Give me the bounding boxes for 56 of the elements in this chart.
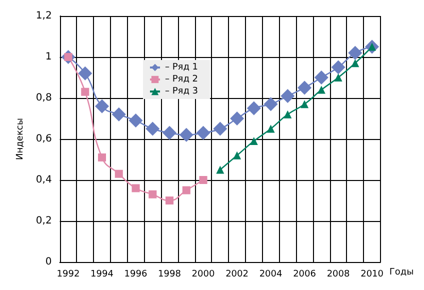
point [250,137,258,146]
point [280,88,295,103]
point [230,112,244,126]
y-tick-label: 0,8 [36,92,52,104]
point [334,74,342,82]
x-tick-label: 2010 [360,270,384,280]
point [300,100,309,108]
point [148,190,157,198]
point [348,46,362,60]
legend-label: – Ряд 2 [165,74,198,84]
point [298,80,312,95]
x-tick-label: 2000 [192,270,215,280]
point [264,97,278,112]
x-tick-label: 1992 [56,270,80,280]
point [112,107,126,122]
x-tick-label: 1994 [90,270,114,280]
y-tick-label: 0,2 [36,216,52,226]
point [196,126,210,140]
legend-label: – Ряд 1 [165,62,198,72]
point [128,114,143,128]
point [132,184,140,192]
point [284,110,292,118]
y-tick-label: 1,2 [36,10,52,22]
legend-label: – Ряд 3 [165,86,198,96]
point [199,176,208,184]
point [331,60,346,74]
y-tick-label: 0,6 [36,134,52,144]
point [246,101,261,116]
point [317,86,326,94]
point [179,128,194,142]
x-tick-label: 2004 [259,270,282,280]
x-tick-label: 1998 [158,270,182,280]
point [314,70,328,84]
x-tick-label: 1996 [124,270,148,280]
point [216,166,224,174]
x-tick-label: 2006 [293,270,316,280]
point [233,151,242,160]
point [266,124,275,133]
y-axis-title: Индексы [16,118,26,160]
point [166,196,174,204]
point [98,153,106,162]
point [213,122,228,136]
point [162,126,177,140]
point [78,66,92,80]
y-tick-label: 1 [45,52,52,62]
point [114,170,123,178]
point [146,122,160,136]
y-tick-label: 0,4 [36,174,52,186]
point [81,88,90,96]
point [95,99,109,114]
point [351,59,360,68]
x-tick-label: 2002 [226,270,248,280]
point [182,186,190,194]
x-axis-title: Годы [389,268,414,278]
y-tick-label: 0 [45,256,52,268]
x-tick-label: 2008 [326,270,350,280]
